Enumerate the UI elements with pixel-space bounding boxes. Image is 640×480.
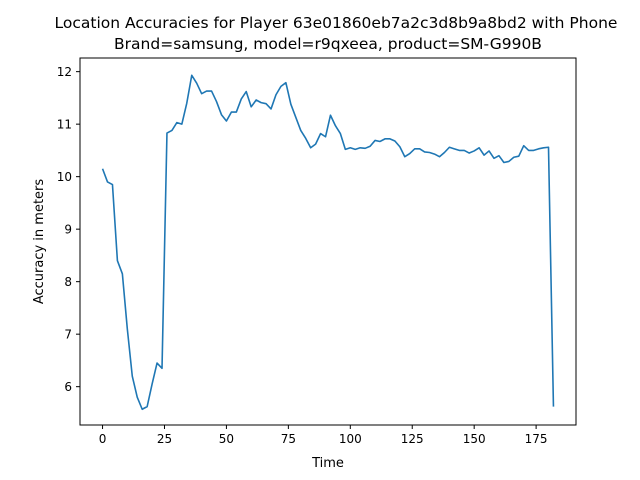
x-tick-label: 175 xyxy=(525,432,548,446)
x-tick-label: 75 xyxy=(281,432,296,446)
y-tick-label: 9 xyxy=(64,223,72,237)
y-tick-label: 6 xyxy=(64,380,72,394)
plot-area xyxy=(79,57,577,426)
y-tick-label: 7 xyxy=(64,328,72,342)
y-tick-label: 12 xyxy=(57,65,72,79)
x-tick-label: 25 xyxy=(157,432,172,446)
x-axis-label: Time xyxy=(311,456,344,471)
x-axis: 0 25 50 75 100 125 150 175 xyxy=(99,425,548,446)
chart-title-line-2: Brand=samsung, model=r9qxeea, product=SM… xyxy=(114,35,542,53)
y-axis: 6 7 8 9 10 11 12 xyxy=(57,65,80,394)
x-tick-label: 50 xyxy=(219,432,234,446)
x-tick-label: 150 xyxy=(463,432,486,446)
y-tick-label: 11 xyxy=(57,118,72,132)
y-axis-label: Accuracy in meters xyxy=(32,179,47,305)
x-tick-label: 100 xyxy=(339,432,362,446)
accuracy-series-line xyxy=(101,74,555,411)
x-tick-label: 125 xyxy=(401,432,424,446)
axes-frame xyxy=(79,57,577,426)
y-tick-label: 8 xyxy=(64,275,72,289)
y-tick-label: 10 xyxy=(57,170,72,184)
x-tick-label: 0 xyxy=(99,432,107,446)
chart-title-line-1: Location Accuracies for Player 63e01860e… xyxy=(55,14,618,32)
